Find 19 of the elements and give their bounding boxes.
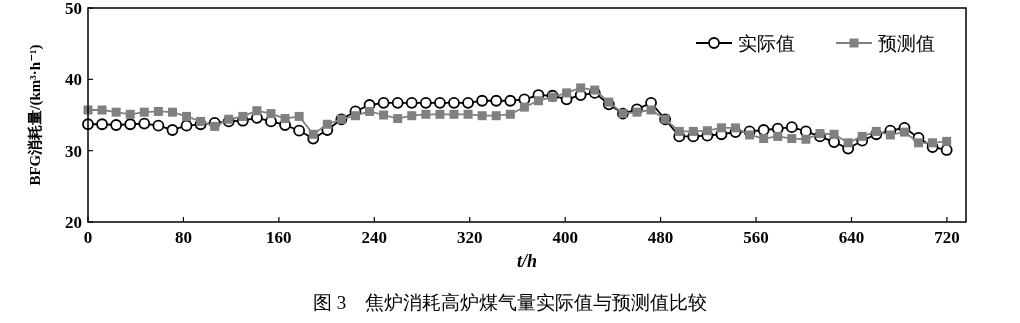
x-tick-label: 80 xyxy=(174,228,192,247)
x-tick-label: 0 xyxy=(83,228,93,247)
y-axis-title: BFG消耗量/(km³·h⁻¹) xyxy=(27,44,44,186)
x-tick-label: 560 xyxy=(743,228,769,247)
y-tick-label: 50 xyxy=(65,0,82,18)
x-tick-label: 160 xyxy=(266,228,292,247)
x-tick-label: 720 xyxy=(934,228,960,247)
x-tick-label: 640 xyxy=(838,228,865,247)
legend-label: 实际值 xyxy=(738,33,795,54)
x-tick-label: 400 xyxy=(552,228,578,247)
y-tick-label: 30 xyxy=(65,141,82,161)
text: 图 3 焦炉消耗高炉煤气量实际值与预测值比较 xyxy=(312,292,708,313)
x-tick-label: 480 xyxy=(647,228,674,247)
y-tick-label: 40 xyxy=(65,70,82,90)
legend-label: 预测值 xyxy=(878,33,935,54)
y-tick-label: 20 xyxy=(65,213,82,232)
x-tick-label: 320 xyxy=(456,228,483,247)
x-axis-title: t/h xyxy=(516,251,538,271)
x-tick-label: 240 xyxy=(361,228,388,247)
